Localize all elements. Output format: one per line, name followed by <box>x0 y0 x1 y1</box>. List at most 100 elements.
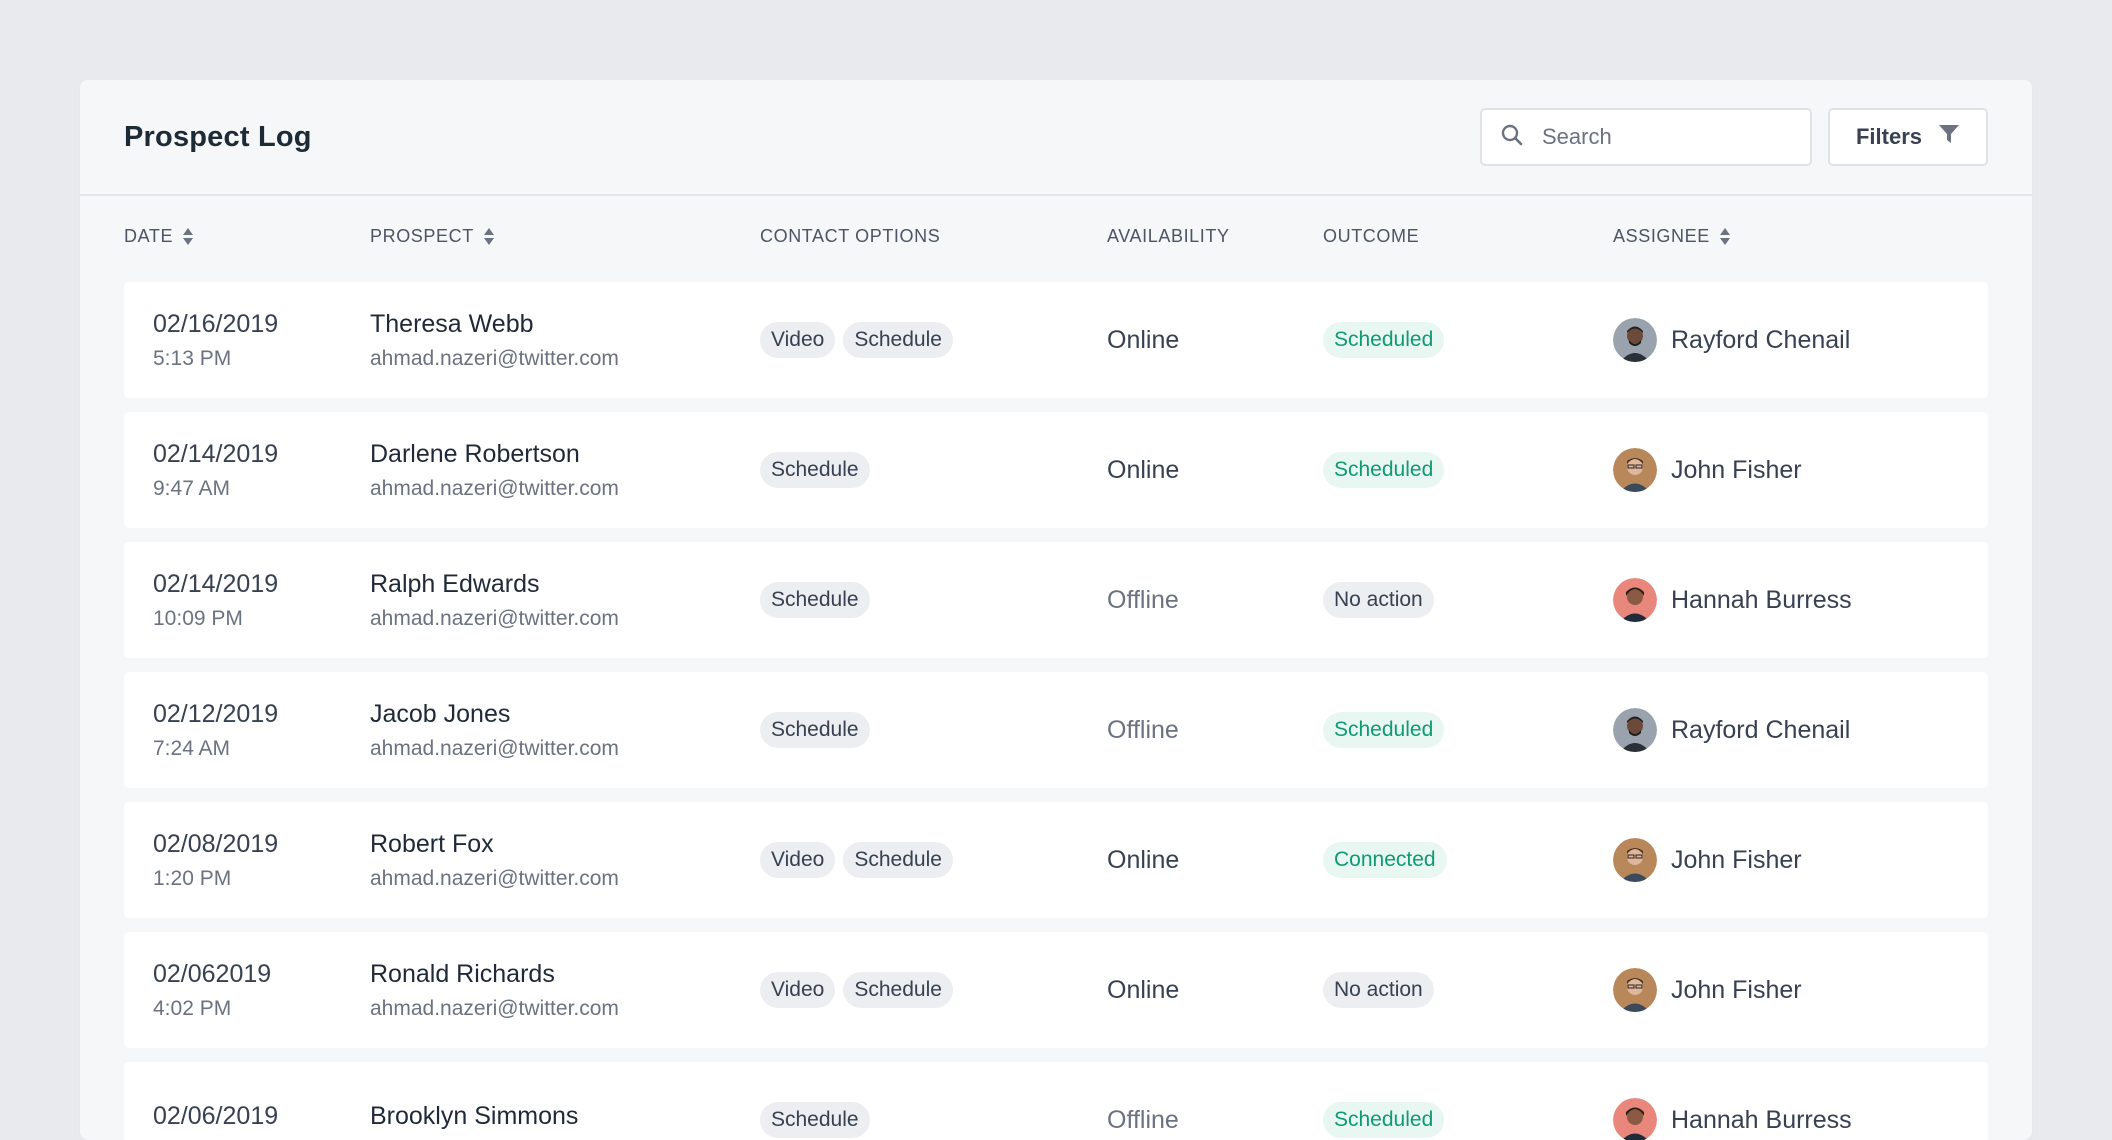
contact-option-chip[interactable]: Video <box>760 322 836 358</box>
availability-cell: Offline <box>1107 672 1179 788</box>
date-cell: 02/14/2019 9:47 AM <box>153 412 278 528</box>
availability-status: Online <box>1107 975 1180 1004</box>
prospect-name[interactable]: Ralph Edwards <box>370 569 540 598</box>
assignee-cell[interactable]: Hannah Burress <box>1613 542 1852 658</box>
assignee-cell[interactable]: John Fisher <box>1613 932 1802 1048</box>
table-row[interactable]: 02/06/2019 Brooklyn Simmons Schedule Off… <box>124 1062 1988 1140</box>
prospect-name[interactable]: Robert Fox <box>370 829 494 858</box>
assignee-name: Rayford Chenail <box>1671 325 1851 354</box>
contact-options: Schedule <box>760 412 870 528</box>
row-time: 4:02 PM <box>153 996 232 1020</box>
contact-option-chip[interactable]: Schedule <box>843 842 953 878</box>
table-row[interactable]: 02/16/2019 5:13 PM Theresa Webb ahmad.na… <box>124 282 1988 398</box>
date-cell: 02/062019 4:02 PM <box>153 932 271 1048</box>
availability-cell: Offline <box>1107 542 1179 658</box>
row-date: 02/16/2019 <box>153 309 279 338</box>
contact-option-chip[interactable]: Video <box>760 972 836 1008</box>
assignee-cell[interactable]: Rayford Chenail <box>1613 672 1850 788</box>
assignee-cell[interactable]: Rayford Chenail <box>1613 282 1850 398</box>
search-icon <box>1500 123 1524 152</box>
contact-option-chip[interactable]: Schedule <box>760 582 870 618</box>
prospect-email[interactable]: ahmad.nazeri@twitter.com <box>370 476 619 500</box>
avatar <box>1613 448 1657 492</box>
outcome-cell: Connected <box>1323 802 1447 918</box>
row-date: 02/062019 <box>153 959 272 988</box>
availability-status: Offline <box>1107 585 1179 614</box>
avatar <box>1613 708 1657 752</box>
outcome-cell: Scheduled <box>1323 672 1445 788</box>
assignee-name: John Fisher <box>1671 845 1802 874</box>
availability-cell: Online <box>1107 932 1179 1048</box>
contact-option-chip[interactable]: Schedule <box>843 322 953 358</box>
prospect-name[interactable]: Ronald Richards <box>370 959 555 988</box>
prospect-cell: Jacob Jones ahmad.nazeri@twitter.com <box>370 672 619 788</box>
outcome-badge: Connected <box>1323 842 1447 878</box>
contact-option-chip[interactable]: Schedule <box>843 972 953 1008</box>
availability-cell: Online <box>1107 412 1179 528</box>
column-header-availability: Availability <box>1107 196 1230 276</box>
assignee-cell[interactable]: Hannah Burress <box>1613 1062 1852 1140</box>
contact-option-chip[interactable]: Video <box>760 842 836 878</box>
table-row[interactable]: 02/14/2019 9:47 AM Darlene Robertson ahm… <box>124 412 1988 528</box>
column-header-date[interactable]: Date <box>124 196 194 276</box>
sort-icon[interactable] <box>1719 227 1730 245</box>
prospect-name[interactable]: Theresa Webb <box>370 309 534 338</box>
prospect-name[interactable]: Jacob Jones <box>370 699 511 728</box>
avatar <box>1613 578 1657 622</box>
table-row[interactable]: 02/12/2019 7:24 AM Jacob Jones ahmad.naz… <box>124 672 1988 788</box>
column-label-availability: Availability <box>1107 225 1230 246</box>
date-cell: 02/16/2019 5:13 PM <box>153 282 278 398</box>
outcome-badge: Scheduled <box>1323 1102 1445 1138</box>
table-row[interactable]: 02/08/2019 1:20 PM Robert Fox ahmad.naze… <box>124 802 1988 918</box>
search-input[interactable] <box>1540 123 1784 151</box>
prospect-email[interactable]: ahmad.nazeri@twitter.com <box>370 346 619 370</box>
availability-status: Online <box>1107 455 1180 484</box>
assignee-name: Hannah Burress <box>1671 1105 1852 1134</box>
contact-option-chip[interactable]: Schedule <box>760 452 870 488</box>
avatar <box>1613 1098 1657 1140</box>
search-box[interactable] <box>1480 108 1812 166</box>
prospect-email[interactable]: ahmad.nazeri@twitter.com <box>370 606 619 630</box>
sort-icon[interactable] <box>183 227 194 245</box>
prospect-cell: Darlene Robertson ahmad.nazeri@twitter.c… <box>370 412 619 528</box>
column-label-assignee: Assignee <box>1613 225 1710 246</box>
page-title: Prospect Log <box>124 120 312 153</box>
prospect-name[interactable]: Darlene Robertson <box>370 439 580 468</box>
assignee-cell[interactable]: John Fisher <box>1613 802 1802 918</box>
column-header-prospect[interactable]: Prospect <box>370 196 494 276</box>
column-header-outcome: Outcome <box>1323 196 1419 276</box>
date-cell: 02/14/2019 10:09 PM <box>153 542 278 658</box>
column-header-assignee[interactable]: Assignee <box>1613 196 1730 276</box>
row-date: 02/06/2019 <box>153 1101 279 1130</box>
assignee-cell[interactable]: John Fisher <box>1613 412 1802 528</box>
filters-button[interactable]: Filters <box>1828 108 1988 166</box>
assignee-name: Hannah Burress <box>1671 585 1852 614</box>
contact-options: Schedule <box>760 672 870 788</box>
column-label-contact: Contact Options <box>760 225 941 246</box>
table-row[interactable]: 02/062019 4:02 PM Ronald Richards ahmad.… <box>124 932 1988 1048</box>
row-time: 10:09 PM <box>153 606 243 630</box>
table-row[interactable]: 02/14/2019 10:09 PM Ralph Edwards ahmad.… <box>124 542 1988 658</box>
table-header: Date Prospect Contact Options Availabili… <box>80 196 2032 282</box>
prospect-cell: Ronald Richards ahmad.nazeri@twitter.com <box>370 932 619 1048</box>
avatar <box>1613 838 1657 882</box>
prospect-name[interactable]: Brooklyn Simmons <box>370 1101 579 1130</box>
outcome-badge: Scheduled <box>1323 712 1445 748</box>
contact-options: Schedule <box>760 1062 870 1140</box>
prospect-email[interactable]: ahmad.nazeri@twitter.com <box>370 736 619 760</box>
contact-option-chip[interactable]: Schedule <box>760 712 870 748</box>
outcome-badge: No action <box>1323 582 1434 618</box>
table-body: 02/16/2019 5:13 PM Theresa Webb ahmad.na… <box>80 282 2032 1140</box>
row-date: 02/08/2019 <box>153 829 279 858</box>
prospect-cell: Brooklyn Simmons <box>370 1062 578 1140</box>
row-date: 02/14/2019 <box>153 439 279 468</box>
panel-header: Prospect Log Filters <box>80 80 2032 196</box>
availability-status: Offline <box>1107 1105 1179 1134</box>
prospect-email[interactable]: ahmad.nazeri@twitter.com <box>370 866 619 890</box>
prospect-email[interactable]: ahmad.nazeri@twitter.com <box>370 996 619 1020</box>
availability-status: Offline <box>1107 715 1179 744</box>
sort-icon[interactable] <box>483 227 494 245</box>
outcome-cell: Scheduled <box>1323 1062 1445 1140</box>
date-cell: 02/12/2019 7:24 AM <box>153 672 278 788</box>
contact-option-chip[interactable]: Schedule <box>760 1102 870 1138</box>
